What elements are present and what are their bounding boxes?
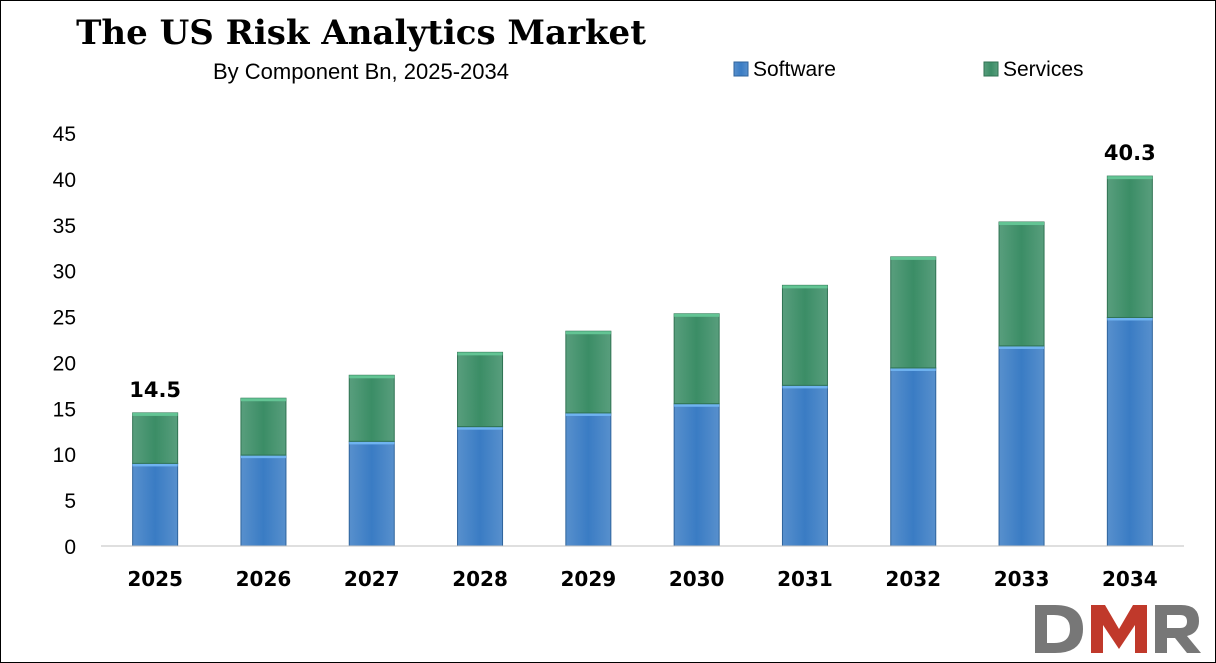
- bar-services-2031: [781, 284, 828, 386]
- x-tick-label: 2030: [669, 567, 725, 591]
- bar-software-2027: [348, 440, 395, 547]
- x-axis: 2025 2026 2027 2028 2029 2030 2031 2032 2033 2034: [101, 545, 1184, 591]
- bar-bevel-software-2028: [457, 426, 503, 430]
- x-tick-label: 2026: [236, 567, 292, 591]
- logo-letter-m: [1091, 605, 1147, 653]
- total-labels: 14.5 40.3: [129, 141, 1156, 402]
- y-tick-label: 15: [53, 398, 76, 421]
- total-label-2025: 14.5: [129, 378, 181, 402]
- bar-services-2026: [240, 397, 287, 456]
- bar-services-2032: [890, 256, 937, 369]
- bar-services-2029: [565, 330, 612, 414]
- y-tick-label: 25: [53, 307, 76, 330]
- bar-services-2030: [673, 313, 720, 405]
- x-tick-label: 2031: [777, 567, 833, 591]
- bar-software-2030: [673, 403, 720, 547]
- legend: Software Services: [733, 58, 1084, 81]
- bar-software-2026: [240, 454, 287, 547]
- bar-bevel-services-2025: [132, 412, 178, 416]
- bar-software-2031: [781, 384, 828, 547]
- bar-bevel-services-2032: [890, 256, 936, 260]
- y-tick-label: 20: [53, 352, 76, 375]
- y-axis: 0 5 10 15 20 25 30 35 40 45: [53, 123, 76, 559]
- bar-bevel-software-2034: [1107, 317, 1153, 321]
- bar-bevel-services-2028: [457, 352, 503, 356]
- chart-title: The US Risk Analytics Market: [76, 13, 646, 53]
- legend-label-services: Services: [1003, 58, 1084, 81]
- bar-software-2033: [998, 345, 1045, 547]
- bar-bevel-services-2030: [674, 313, 720, 317]
- legend-label-software: Software: [753, 58, 836, 81]
- bar-bevel-services-2029: [565, 331, 611, 335]
- bar-bevel-software-2033: [999, 345, 1045, 349]
- y-tick-label: 40: [53, 169, 76, 192]
- bar-bevel-services-2031: [782, 285, 828, 289]
- bar-software-2029: [565, 412, 612, 547]
- legend-swatch-services: [983, 61, 999, 77]
- bar-bevel-software-2026: [240, 455, 286, 459]
- chart-subtitle: By Component Bn, 2025-2034: [213, 59, 509, 84]
- legend-swatch-software: [733, 61, 749, 77]
- x-tick-label: 2029: [561, 567, 617, 591]
- bar-bevel-software-2031: [782, 385, 828, 389]
- x-tick-label: 2028: [452, 567, 508, 591]
- bar-services-2028: [457, 351, 504, 428]
- bar-bevel-software-2025: [132, 463, 178, 467]
- x-tick-label: 2032: [885, 567, 941, 591]
- bar-bevel-services-2033: [999, 222, 1045, 226]
- bar-bevel-software-2030: [674, 403, 720, 407]
- bar-bevel-services-2026: [240, 398, 286, 402]
- bar-services-2025: [132, 412, 179, 464]
- total-label-2034: 40.3: [1104, 141, 1156, 165]
- x-tick-label: 2027: [344, 567, 400, 591]
- logo-letter-r: [1155, 605, 1201, 653]
- y-tick-label: 10: [53, 444, 76, 467]
- bar-services-2027: [348, 374, 395, 442]
- x-tick-label: 2025: [127, 567, 183, 591]
- y-tick-label: 30: [53, 261, 76, 284]
- y-tick-label: 35: [53, 215, 76, 238]
- x-tick-label: 2034: [1102, 567, 1158, 591]
- x-tick-label: 2033: [994, 567, 1050, 591]
- y-tick-label: 0: [64, 536, 76, 559]
- logo-letter-d: [1035, 605, 1083, 653]
- bar-services-2034: [1106, 175, 1153, 318]
- bar-bevel-software-2027: [349, 441, 395, 445]
- bar-software-2034: [1106, 316, 1153, 547]
- bar-bevel-software-2032: [890, 367, 936, 371]
- bar-services-2033: [998, 221, 1045, 347]
- bar-software-2028: [457, 426, 504, 547]
- bar-bevel-software-2029: [565, 412, 611, 416]
- bar-bevel-services-2034: [1107, 176, 1153, 180]
- bar-bevel-services-2027: [349, 375, 395, 379]
- bars: [132, 175, 1153, 547]
- dmr-logo: [1035, 605, 1201, 653]
- bar-software-2032: [890, 367, 937, 547]
- y-tick-label: 5: [64, 490, 76, 513]
- bar-software-2025: [132, 462, 179, 547]
- y-tick-label: 45: [53, 123, 76, 146]
